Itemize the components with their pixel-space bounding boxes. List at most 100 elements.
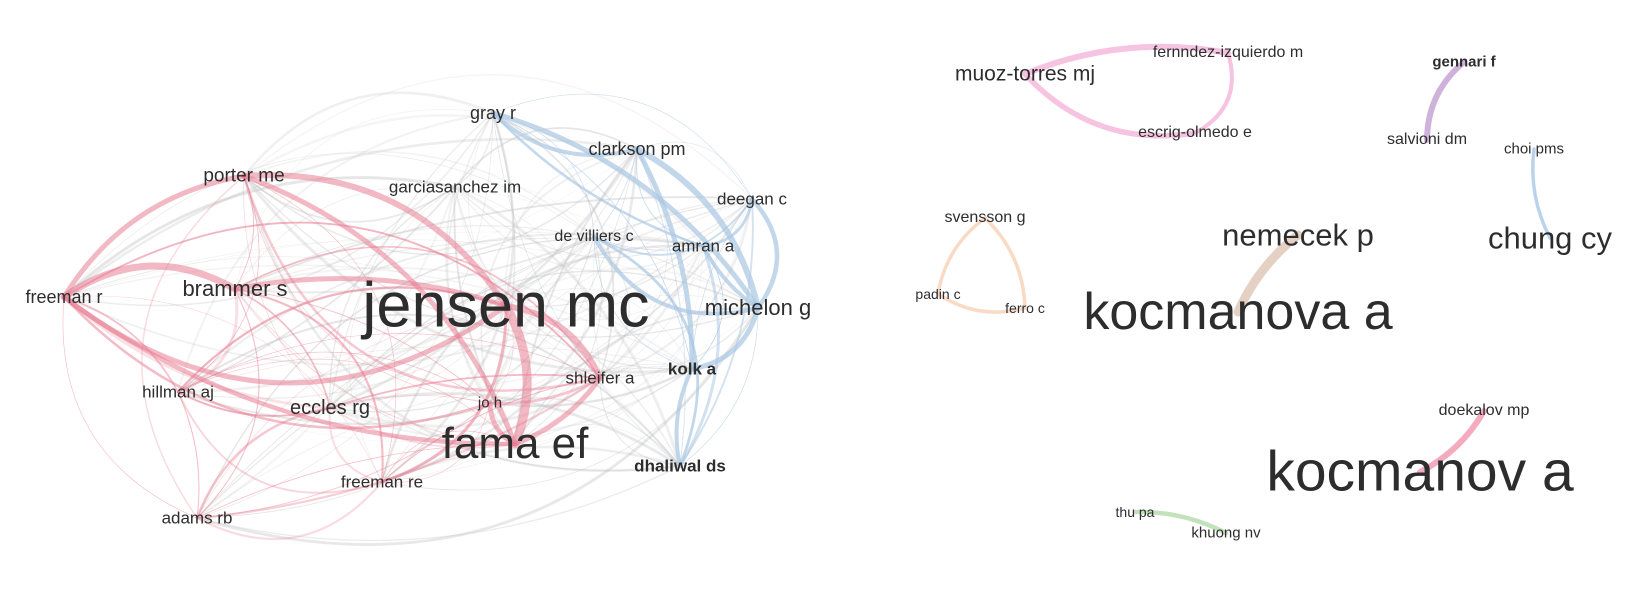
node-label-escrig-olmedo-e[interactable]: escrig-olmedo e [1138, 124, 1252, 141]
node-label-porter-me[interactable]: porter me [203, 165, 285, 187]
node-label-svensson-g[interactable]: svensson g [944, 209, 1026, 226]
network-edge [196, 198, 753, 519]
network-edge [599, 377, 681, 467]
node-label-freeman-re[interactable]: freeman re [340, 472, 424, 492]
node-label-garciasanchez-im[interactable]: garciasanchez im [388, 177, 522, 197]
node-label-dhaliwal-ds[interactable]: dhaliwal ds [634, 456, 726, 476]
network-edge [492, 112, 615, 379]
node-label-chung-cy[interactable]: chung cy [1487, 220, 1613, 256]
node-label-kolk-a[interactable]: kolk a [667, 359, 717, 379]
network-edge [514, 364, 693, 445]
node-label-choi-pms[interactable]: choi pms [1503, 140, 1565, 158]
network-edge [234, 148, 638, 290]
node-label-gennari-f[interactable]: gennari f [1432, 53, 1496, 71]
node-label-shleifer-a[interactable]: shleifer a [565, 368, 635, 388]
network-edge [242, 174, 682, 473]
network-edge [453, 186, 516, 445]
network-edge [243, 150, 595, 238]
node-label-hillman-aj[interactable]: hillman aj [142, 382, 214, 402]
network-edge [381, 430, 516, 483]
node-label-kocmanova-a[interactable]: kocmanova a [1083, 283, 1393, 341]
network-edge [749, 196, 780, 311]
node-label-salvioni-dm[interactable]: salvioni dm [1386, 131, 1468, 148]
node-label-brammer-s[interactable]: brammer s [182, 276, 288, 301]
network-edge [689, 305, 761, 372]
node-label-doekalov-mp[interactable]: doekalov mp [1438, 402, 1530, 419]
network-edge [328, 407, 383, 483]
network-edge [381, 402, 491, 483]
network-edge [454, 186, 601, 379]
network-edge [196, 367, 693, 519]
network-edge [636, 141, 753, 200]
network-edge [329, 112, 494, 409]
network-edge [593, 236, 704, 251]
node-label-padin-c[interactable]: padin c [915, 286, 961, 302]
network-edge [62, 296, 198, 519]
node-label-de-villiers-c[interactable]: de villiers c [554, 228, 634, 245]
network-edge [1417, 408, 1487, 475]
node-label-gray-r[interactable]: gray r [469, 103, 517, 123]
node-label-fernndez-izquierdo-m[interactable]: fernndez-izquierdo m [1152, 44, 1304, 61]
network-edge [512, 375, 603, 447]
network-edge [635, 148, 704, 247]
network-edge [454, 186, 704, 272]
network-edge [234, 185, 456, 290]
network-edge [936, 216, 987, 296]
node-label-clarkson-pm[interactable]: clarkson pm [588, 139, 686, 159]
network-edge [490, 110, 761, 311]
network-edge [63, 231, 704, 298]
network-edge [453, 185, 682, 468]
network-edge [63, 152, 595, 298]
network-edge [1233, 230, 1303, 317]
node-label-michelon-g[interactable]: michelon g [704, 295, 812, 320]
network-edge [1022, 71, 1198, 139]
network-edge [505, 305, 681, 467]
node-label-muoz-torres-mj[interactable]: muoz-torres mj [954, 62, 1096, 86]
network-edge [514, 245, 704, 445]
network-edge [63, 264, 693, 370]
network-edge [243, 175, 456, 223]
network-edge [454, 186, 693, 370]
network-edge [592, 235, 760, 316]
node-label-fama-ef[interactable]: fama ef [441, 419, 589, 468]
node-label-freeman-r[interactable]: freeman r [25, 287, 103, 307]
network-edge [195, 480, 384, 541]
network-edge [234, 288, 331, 409]
network-edge [196, 305, 507, 519]
network-edge [381, 368, 693, 483]
network-edge [1531, 147, 1552, 240]
network-edge [679, 198, 754, 467]
node-label-thu-pa[interactable]: thu pa [1115, 504, 1155, 520]
node-label-deegan-c[interactable]: deegan c [717, 189, 787, 209]
node-label-ferro-c[interactable]: ferro c [1005, 300, 1045, 316]
network-edge [196, 236, 595, 519]
network-edge [61, 173, 247, 300]
node-label-jensen-mc[interactable]: jensen mc [362, 270, 650, 341]
network-edge [492, 112, 681, 467]
network-edge [505, 267, 759, 309]
node-label-kocmanov-a[interactable]: kocmanov a [1266, 439, 1574, 504]
network-edge [329, 407, 516, 449]
network-edge [329, 198, 753, 409]
node-label-nemecek-p[interactable]: nemecek p [1222, 217, 1374, 253]
node-label-khuong-nv[interactable]: khuong nv [1191, 524, 1261, 542]
network-edge [62, 137, 639, 299]
network-edge [381, 377, 601, 483]
network-edge [195, 376, 602, 520]
network-edge [177, 391, 200, 519]
network-edge [63, 295, 383, 483]
node-label-jo-h[interactable]: jo h [477, 394, 503, 412]
network-edge [141, 175, 245, 519]
network-edge [381, 307, 759, 491]
node-label-amran-a[interactable]: amran a [671, 236, 735, 256]
network-edge [61, 294, 518, 447]
network-edge [234, 109, 494, 290]
network-edge [381, 236, 595, 483]
network-edge [63, 296, 179, 393]
network-edge [329, 236, 595, 413]
node-label-adams-rb[interactable]: adams rb [161, 508, 233, 528]
network-edge [242, 91, 495, 178]
node-label-eccles-rg[interactable]: eccles rg [289, 397, 371, 419]
